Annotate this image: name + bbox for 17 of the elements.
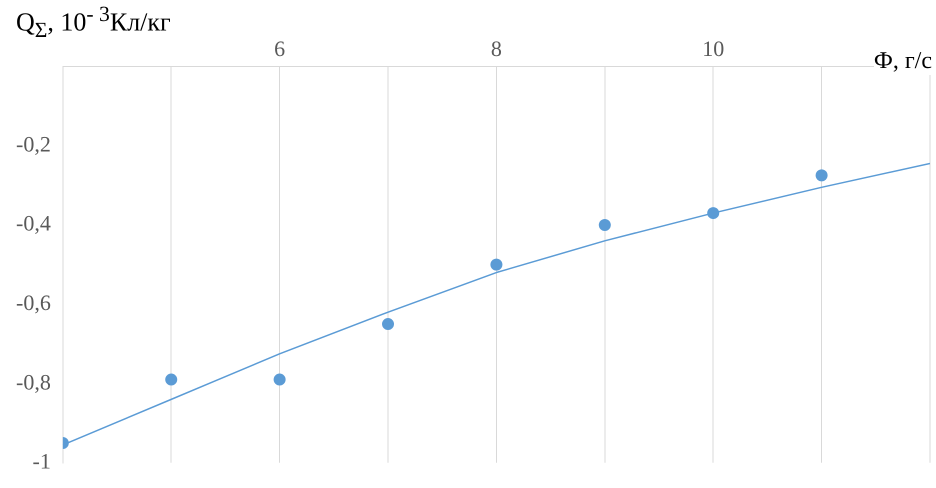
point bbox=[274, 374, 286, 386]
point bbox=[382, 318, 394, 330]
x-axis-title: Ф, г/с bbox=[874, 48, 932, 75]
point bbox=[165, 374, 178, 386]
y-tick-label: -0,2 bbox=[16, 131, 51, 156]
y-tick-label: -0,4 bbox=[16, 210, 51, 236]
y-tick-label: -0,6 bbox=[16, 290, 51, 316]
y-tick-label: -1 bbox=[32, 448, 51, 474]
x-tick-label: 6 bbox=[274, 36, 286, 61]
x-tick-label: 8 bbox=[490, 36, 502, 61]
point bbox=[707, 207, 720, 220]
point bbox=[490, 258, 502, 271]
y-axis-title: Q$_{Σ}$, 10$^{- 3}$Кл/кг bbox=[16, 2, 171, 43]
point bbox=[816, 169, 828, 182]
point bbox=[598, 218, 611, 231]
y-tick-label: -0,8 bbox=[16, 369, 51, 394]
x-tick-label: 10 bbox=[702, 36, 724, 61]
